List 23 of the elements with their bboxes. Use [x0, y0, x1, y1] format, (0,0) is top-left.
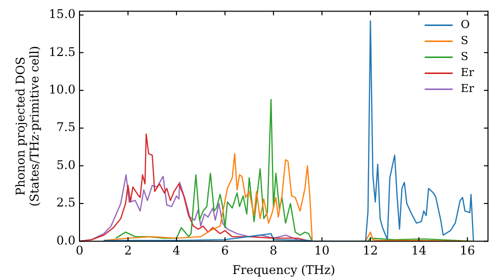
- y-axis-title: Phonon projected DOS (States/THz·primitive cell): [13, 46, 42, 207]
- legend-label: Er: [460, 66, 475, 80]
- x-tick-label: 16: [460, 244, 476, 258]
- x-tick-label: 14: [411, 244, 427, 258]
- x-tick-label: 8: [270, 244, 278, 258]
- y-tick-label: 0.0: [56, 233, 76, 248]
- x-tick-label: 0: [76, 244, 84, 258]
- y-tick-label: 15.0: [48, 7, 76, 22]
- x-axis-title: Frequency (THz): [232, 262, 336, 277]
- y-tick-label: 2.5: [56, 196, 76, 210]
- legend-label: S: [460, 50, 468, 64]
- legend-label: O: [460, 18, 470, 32]
- y-tick-label: 5.0: [56, 158, 76, 172]
- x-tick-label: 2: [124, 244, 132, 258]
- x-tick-label: 10: [314, 244, 330, 258]
- y-tick-label: 7.5: [56, 120, 76, 134]
- y-tick-label: 10.0: [48, 82, 76, 97]
- legend-label: Er: [460, 82, 475, 96]
- legend-label: S: [460, 34, 468, 48]
- x-tick-label: 6: [221, 244, 229, 258]
- y-tick-label: 12.5: [48, 44, 76, 59]
- x-tick-label: 4: [172, 244, 181, 258]
- x-tick-label: 12: [362, 244, 378, 258]
